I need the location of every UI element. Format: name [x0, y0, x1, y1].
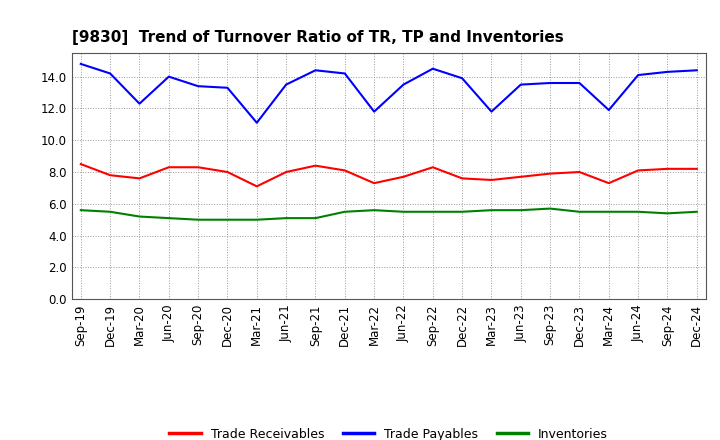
Inventories	[76, 208, 85, 213]
Trade Receivables	[693, 166, 701, 172]
Trade Payables	[253, 120, 261, 125]
Inventories	[663, 211, 672, 216]
Trade Receivables	[575, 169, 584, 175]
Text: [9830]  Trend of Turnover Ratio of TR, TP and Inventories: [9830] Trend of Turnover Ratio of TR, TP…	[72, 29, 564, 45]
Trade Receivables	[487, 177, 496, 183]
Trade Receivables	[223, 169, 232, 175]
Inventories	[341, 209, 349, 214]
Inventories	[370, 208, 379, 213]
Trade Payables	[106, 71, 114, 76]
Trade Receivables	[605, 180, 613, 186]
Trade Receivables	[516, 174, 525, 180]
Inventories	[516, 208, 525, 213]
Trade Payables	[428, 66, 437, 71]
Trade Payables	[164, 74, 173, 79]
Inventories	[399, 209, 408, 214]
Trade Payables	[605, 107, 613, 113]
Inventories	[194, 217, 202, 222]
Inventories	[428, 209, 437, 214]
Trade Payables	[223, 85, 232, 90]
Trade Receivables	[106, 172, 114, 178]
Inventories	[458, 209, 467, 214]
Inventories	[605, 209, 613, 214]
Inventories	[253, 217, 261, 222]
Trade Payables	[693, 68, 701, 73]
Inventories	[634, 209, 642, 214]
Trade Payables	[575, 81, 584, 86]
Trade Payables	[282, 82, 290, 87]
Trade Receivables	[663, 166, 672, 172]
Trade Receivables	[135, 176, 144, 181]
Line: Trade Payables: Trade Payables	[81, 64, 697, 123]
Inventories	[282, 216, 290, 221]
Trade Receivables	[546, 171, 554, 176]
Trade Payables	[458, 76, 467, 81]
Trade Receivables	[428, 165, 437, 170]
Trade Payables	[194, 84, 202, 89]
Inventories	[135, 214, 144, 219]
Trade Receivables	[282, 169, 290, 175]
Trade Payables	[370, 109, 379, 114]
Inventories	[693, 209, 701, 214]
Inventories	[487, 208, 496, 213]
Trade Receivables	[634, 168, 642, 173]
Trade Receivables	[194, 165, 202, 170]
Trade Payables	[487, 109, 496, 114]
Trade Receivables	[76, 161, 85, 167]
Trade Receivables	[341, 168, 349, 173]
Trade Receivables	[164, 165, 173, 170]
Trade Payables	[311, 68, 320, 73]
Trade Payables	[341, 71, 349, 76]
Trade Payables	[135, 101, 144, 106]
Inventories	[546, 206, 554, 211]
Inventories	[164, 216, 173, 221]
Legend: Trade Receivables, Trade Payables, Inventories: Trade Receivables, Trade Payables, Inven…	[164, 423, 613, 440]
Trade Payables	[634, 73, 642, 78]
Line: Inventories: Inventories	[81, 209, 697, 220]
Trade Receivables	[311, 163, 320, 169]
Inventories	[106, 209, 114, 214]
Trade Payables	[76, 61, 85, 66]
Trade Receivables	[370, 180, 379, 186]
Trade Receivables	[458, 176, 467, 181]
Trade Payables	[663, 69, 672, 74]
Trade Payables	[399, 82, 408, 87]
Inventories	[311, 216, 320, 221]
Trade Payables	[516, 82, 525, 87]
Line: Trade Receivables: Trade Receivables	[81, 164, 697, 186]
Trade Payables	[546, 81, 554, 86]
Trade Receivables	[399, 174, 408, 180]
Inventories	[575, 209, 584, 214]
Trade Receivables	[253, 183, 261, 189]
Inventories	[223, 217, 232, 222]
